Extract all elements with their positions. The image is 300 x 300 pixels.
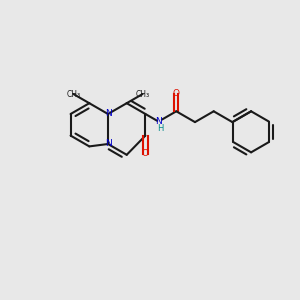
Text: O: O	[142, 149, 149, 158]
Text: CH₃: CH₃	[136, 89, 150, 98]
Text: N: N	[155, 117, 162, 126]
Text: H: H	[157, 124, 163, 133]
Text: O: O	[173, 89, 180, 98]
Text: CH₃: CH₃	[66, 89, 80, 98]
Text: N: N	[105, 110, 111, 118]
Text: N: N	[105, 140, 111, 148]
